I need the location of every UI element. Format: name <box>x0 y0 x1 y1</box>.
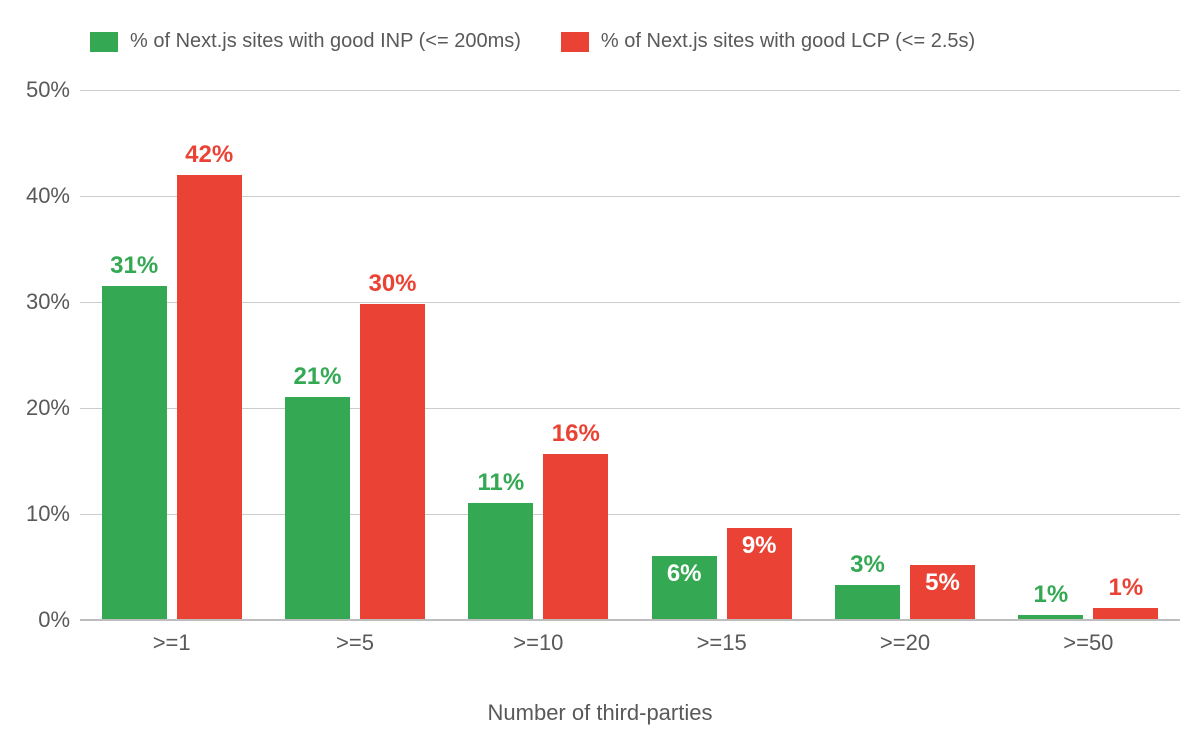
x-tick-label: >=50 <box>1063 630 1113 656</box>
y-tick-label: 0% <box>10 607 70 633</box>
legend-swatch-inp <box>90 32 118 52</box>
y-tick-label: 20% <box>10 395 70 421</box>
bar-inp: 6% <box>652 556 717 620</box>
bar-label-lcp: 42% <box>185 141 233 169</box>
bar-label-inp: 3% <box>850 551 885 579</box>
x-tick-label: >=5 <box>336 630 374 656</box>
y-tick-label: 30% <box>10 289 70 315</box>
bar-lcp: 16% <box>543 454 608 620</box>
y-tick-label: 50% <box>10 77 70 103</box>
x-axis-title: Number of third-parties <box>488 700 713 726</box>
bar-lcp: 42% <box>177 175 242 620</box>
bar-label-inp: 6% <box>667 560 702 588</box>
x-tick-label: >=1 <box>153 630 191 656</box>
bar-label-lcp: 9% <box>742 532 777 560</box>
bar-inp: 11% <box>468 503 533 620</box>
x-tick-label: >=15 <box>697 630 747 656</box>
gridline <box>80 408 1180 409</box>
bar-inp: 21% <box>285 397 350 620</box>
y-tick-label: 10% <box>10 501 70 527</box>
gridline <box>80 620 1180 621</box>
gridline <box>80 196 1180 197</box>
legend: % of Next.js sites with good INP (<= 200… <box>90 30 975 53</box>
bar-lcp: 30% <box>360 304 425 620</box>
bar-label-inp: 21% <box>293 363 341 391</box>
bar-label-lcp: 30% <box>368 270 416 298</box>
bar-label-lcp: 16% <box>552 420 600 448</box>
x-tick-label: >=10 <box>513 630 563 656</box>
legend-swatch-lcp <box>561 32 589 52</box>
bar-inp: 31% <box>102 286 167 620</box>
gridline <box>80 302 1180 303</box>
y-tick-label: 40% <box>10 183 70 209</box>
bar-lcp: 9% <box>727 528 792 620</box>
legend-item-inp: % of Next.js sites with good INP (<= 200… <box>90 30 521 53</box>
bar-label-inp: 31% <box>110 252 158 280</box>
bar-inp: 3% <box>835 585 900 620</box>
chart-container: % of Next.js sites with good INP (<= 200… <box>0 0 1200 742</box>
legend-label-lcp: % of Next.js sites with good LCP (<= 2.5… <box>601 30 975 53</box>
gridline <box>80 90 1180 91</box>
x-axis-line <box>80 619 1180 620</box>
x-tick-label: >=20 <box>880 630 930 656</box>
bar-label-lcp: 1% <box>1108 574 1143 602</box>
gridline <box>80 514 1180 515</box>
bar-label-inp: 1% <box>1033 581 1068 609</box>
legend-label-inp: % of Next.js sites with good INP (<= 200… <box>130 30 521 53</box>
plot-area: 0%10%20%30%40%50%>=131%42%>=521%30%>=101… <box>80 90 1180 620</box>
bar-label-lcp: 5% <box>925 569 960 597</box>
legend-item-lcp: % of Next.js sites with good LCP (<= 2.5… <box>561 30 975 53</box>
bar-label-inp: 11% <box>477 469 524 497</box>
bar-lcp: 5% <box>910 565 975 620</box>
